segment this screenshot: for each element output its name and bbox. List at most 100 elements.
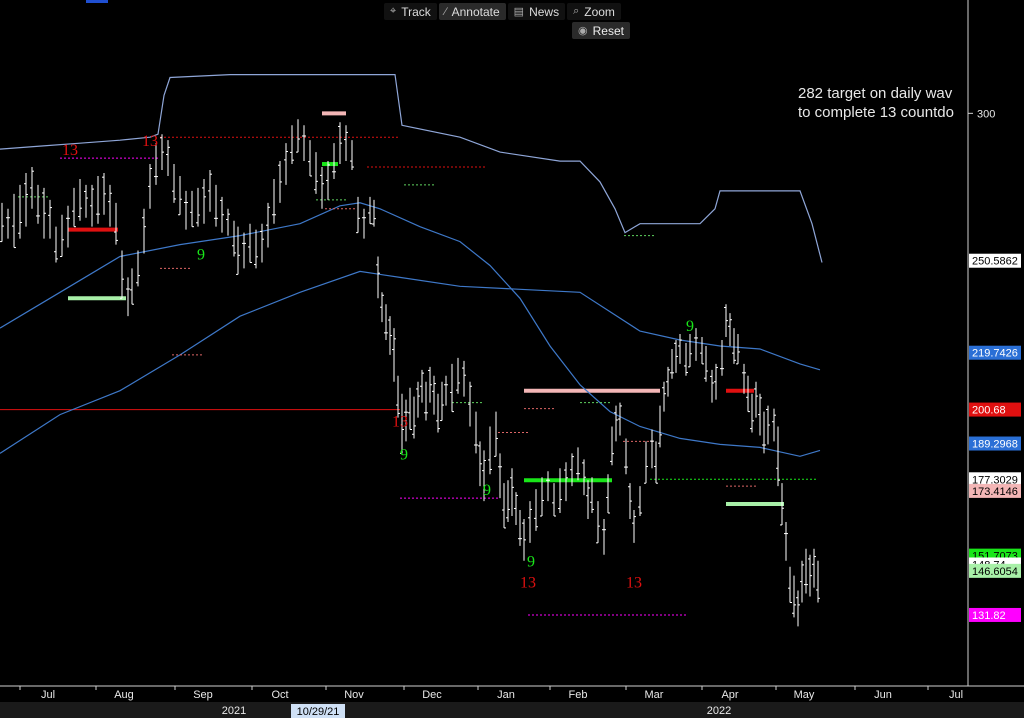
price-bar — [154, 143, 158, 185]
crosshair-date-box — [291, 704, 345, 718]
price-bar — [208, 170, 212, 212]
price-label-box — [969, 472, 1021, 487]
price-bar — [24, 172, 28, 227]
price-label-0: 250.5862 — [969, 253, 1021, 268]
price-bar — [670, 348, 674, 379]
price-bar — [766, 405, 770, 445]
price-bar — [36, 184, 40, 224]
price-bar — [788, 566, 792, 603]
price-bar — [618, 402, 622, 436]
price-bar — [478, 441, 482, 487]
price-bar — [792, 575, 796, 618]
price-bar — [226, 208, 230, 236]
crosshair-date-text: 10/29/21 — [297, 706, 340, 718]
price-bar — [66, 205, 70, 248]
price-label-text: 173.4146 — [972, 486, 1018, 498]
annotate-button[interactable]: ∕ Annotate — [438, 3, 506, 20]
annotation-line-1: 282 target on daily wav — [798, 85, 953, 102]
price-bar — [514, 492, 518, 525]
reset-label: Reset — [592, 23, 624, 38]
price-bar — [714, 363, 718, 400]
price-bar — [694, 328, 698, 361]
price-label-text: 177.3029 — [972, 474, 1018, 486]
reset-button[interactable]: ◉ Reset — [572, 22, 630, 39]
price-label-2: 200.68 — [969, 402, 1021, 417]
price-bar — [102, 172, 106, 215]
price-bar — [0, 202, 4, 243]
x-tick-label-10: May — [794, 689, 815, 701]
price-bar — [540, 477, 544, 517]
price-label-text: 250.5862 — [972, 256, 1018, 268]
price-bar — [488, 426, 492, 475]
news-button[interactable]: ▤ News — [507, 3, 566, 20]
price-bar — [72, 187, 76, 228]
price-bar — [674, 340, 678, 373]
price-bar — [654, 441, 658, 484]
price-bar — [412, 396, 416, 439]
price-bar — [614, 405, 618, 442]
annotate-label: Annotate — [451, 4, 500, 19]
price-bar — [518, 510, 522, 546]
price-bar — [772, 408, 776, 442]
price-bar — [728, 313, 732, 346]
price-bar — [534, 489, 538, 531]
price-bar — [166, 140, 170, 176]
zoom-button[interactable]: ⌕ Zoom — [567, 3, 621, 20]
price-bar — [54, 226, 58, 263]
x-tick-label-3: Oct — [271, 689, 288, 701]
price-bar — [498, 453, 502, 499]
magnifier-icon: ⌕ — [573, 5, 580, 17]
count-label-2: 9 — [197, 246, 205, 263]
price-bar — [404, 399, 408, 442]
price-label-text: 131.82 — [972, 610, 1006, 622]
reset-icon: ◉ — [578, 25, 588, 37]
chart-annotation: 282 target on daily wav to complete 13 c… — [798, 84, 968, 122]
price-bar — [368, 196, 372, 225]
price-bar — [762, 411, 766, 454]
price-bar — [60, 214, 64, 258]
price-label-box — [969, 402, 1021, 417]
price-bar — [18, 184, 22, 239]
track-button[interactable]: ⌖ Track — [384, 3, 437, 20]
year-label-1: 2022 — [707, 705, 731, 717]
price-bar — [148, 164, 152, 209]
price-label-text: 189.2968 — [972, 439, 1018, 451]
price-bar — [190, 190, 194, 228]
crosshair-icon: ⌖ — [390, 5, 397, 17]
price-label-box — [969, 607, 1021, 622]
price-label-5: 173.4146 — [969, 483, 1021, 498]
price-label-3: 189.2968 — [969, 436, 1021, 451]
count-label-8: 13 — [626, 575, 642, 592]
price-bar — [804, 548, 808, 594]
x-tick-label-4: Nov — [344, 689, 364, 701]
price-bar — [644, 441, 648, 484]
price-bar — [528, 501, 532, 543]
newspaper-icon: ▤ — [513, 6, 525, 18]
price-bar — [126, 277, 130, 317]
price-bar — [552, 483, 556, 517]
price-bar — [564, 462, 568, 502]
price-bar — [296, 119, 300, 153]
price-bar — [808, 554, 812, 597]
price-bar — [12, 193, 16, 249]
price-bar — [602, 518, 606, 555]
price-label-box — [969, 345, 1021, 360]
price-bar — [178, 175, 182, 216]
price-bar — [784, 521, 788, 561]
moving-average-line-2 — [0, 270, 821, 454]
price-bar — [84, 184, 88, 218]
price-bar — [220, 196, 224, 233]
price-bar — [482, 450, 486, 502]
news-label: News — [529, 4, 560, 19]
price-label-box — [969, 483, 1021, 498]
price-bar — [326, 161, 330, 200]
price-bar — [432, 375, 436, 415]
count-label-7: 13 — [520, 575, 536, 592]
count-label-6: 9 — [527, 554, 535, 571]
price-bar — [546, 471, 550, 502]
price-bar — [184, 190, 188, 230]
price-bar — [160, 134, 164, 171]
price-bar — [710, 369, 714, 403]
price-bar — [800, 560, 804, 603]
